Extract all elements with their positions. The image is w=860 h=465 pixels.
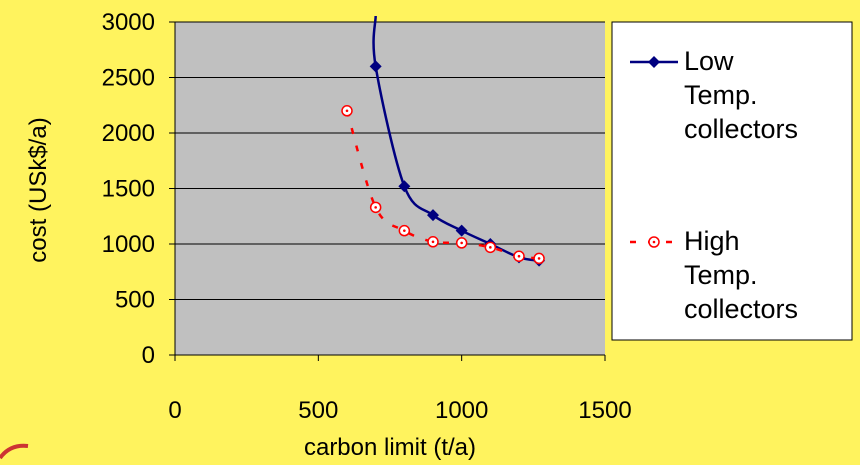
legend-entry: Low Temp. collectors [630, 46, 798, 144]
y-tick-label: 1500 [102, 176, 155, 203]
data-point-dot [537, 257, 541, 260]
y-tick-label: 0 [142, 342, 155, 369]
data-point-dot [431, 240, 435, 244]
data-point-dot [374, 206, 377, 209]
x-tick-label: 0 [168, 397, 181, 424]
corner-logo [0, 443, 29, 460]
data-point [398, 180, 411, 193]
y-tick-label: 500 [115, 287, 155, 314]
series-layer [341, 15, 546, 267]
y-tick-label: 2000 [102, 120, 155, 147]
y-tick-label: 2500 [102, 65, 155, 92]
data-point-dot [517, 254, 521, 258]
legend: Low Temp. collectors High Temp. collectors [611, 21, 853, 341]
axes [169, 21, 606, 361]
legend-box [611, 21, 853, 341]
x-axis-title: carbon limit (t/a) [304, 434, 476, 461]
legend-entry: High Temp. collectors [630, 226, 798, 324]
y-tick-label: 1000 [102, 231, 155, 258]
legend-label-line: High [684, 226, 740, 256]
y-tick-label: 3000 [102, 9, 155, 36]
y-tick-labels: 0 500 1000 1500 2000 2500 3000 [102, 9, 155, 369]
x-tick-labels: 0 500 1000 1500 [168, 397, 631, 424]
x-tick-label: 500 [298, 397, 338, 424]
legend-label-line: collectors [684, 294, 798, 324]
x-tick-label: 1500 [578, 397, 631, 424]
x-tick-label: 1000 [435, 397, 488, 424]
data-point-dot [489, 246, 492, 249]
data-point-dot [345, 109, 349, 113]
data-point [427, 209, 439, 222]
data-point [369, 60, 382, 73]
data-point-dot [403, 229, 406, 232]
y-axis-title: cost (USk$/a) [25, 117, 52, 262]
legend-swatch-marker-dot [652, 240, 656, 244]
legend-label-line: collectors [684, 114, 798, 144]
series-high-temp [341, 105, 545, 265]
data-point-dot [460, 241, 463, 245]
legend-label-line: Temp. [684, 80, 758, 110]
legend-label-line: Temp. [684, 260, 758, 290]
legend-label-line: Low [684, 46, 734, 76]
data-point [455, 224, 468, 237]
legend-swatch-marker [648, 56, 660, 68]
